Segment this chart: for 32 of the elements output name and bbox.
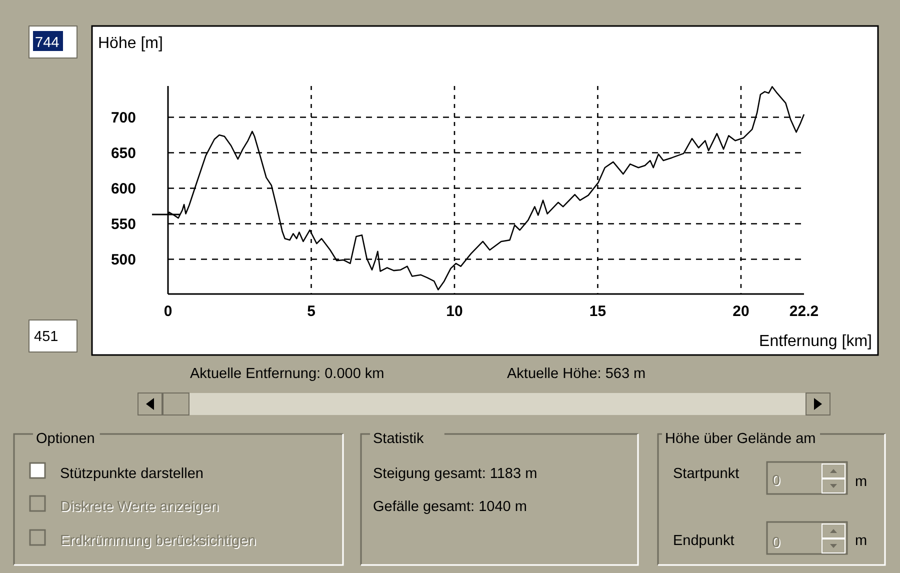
text: Startpunkt: [673, 466, 740, 482]
y-tick-label: 700: [110, 109, 136, 126]
text: 451: [34, 329, 58, 345]
text: Optionen: [36, 431, 95, 447]
chart-title: Höhe [m]: [98, 35, 163, 52]
text: Statistik: [373, 431, 425, 447]
y-tick-label: 600: [110, 180, 136, 198]
text: Stützpunkte darstellen: [60, 466, 204, 482]
x-tick-label: 0: [164, 303, 172, 320]
y-tick-label: 650: [110, 144, 136, 162]
text: 744: [35, 35, 60, 51]
text: m: [855, 474, 868, 490]
text: Gefälle gesamt: 1040 m: [373, 499, 527, 515]
y-tick-label: 500: [110, 251, 136, 268]
text: Aktuelle Entfernung: 0.000 km: [190, 366, 384, 382]
x-axis-title: Entfernung [km]: [759, 333, 872, 350]
text: 0: [772, 535, 780, 551]
line-series: [167, 86, 805, 290]
x-tick-label: 22.2: [789, 303, 819, 320]
x-tick-label: 20: [732, 303, 750, 320]
text: Erdkrümmung berücksichtigen: [60, 533, 256, 549]
text: Endpunkt: [673, 533, 734, 549]
text: m: [855, 533, 868, 549]
text: Steigung gesamt: 1183 m: [373, 466, 538, 482]
text: 0: [772, 473, 780, 489]
y-tick-label: 550: [110, 216, 136, 233]
text: Höhe über Gelände am: [665, 431, 816, 447]
text: Diskrete Werte anzeigen: [60, 499, 219, 515]
x-tick-label: 10: [446, 303, 463, 320]
x-tick-label: 5: [307, 303, 316, 320]
text: Aktuelle Höhe: 563 m: [507, 366, 646, 382]
x-tick-label: 15: [589, 303, 606, 320]
